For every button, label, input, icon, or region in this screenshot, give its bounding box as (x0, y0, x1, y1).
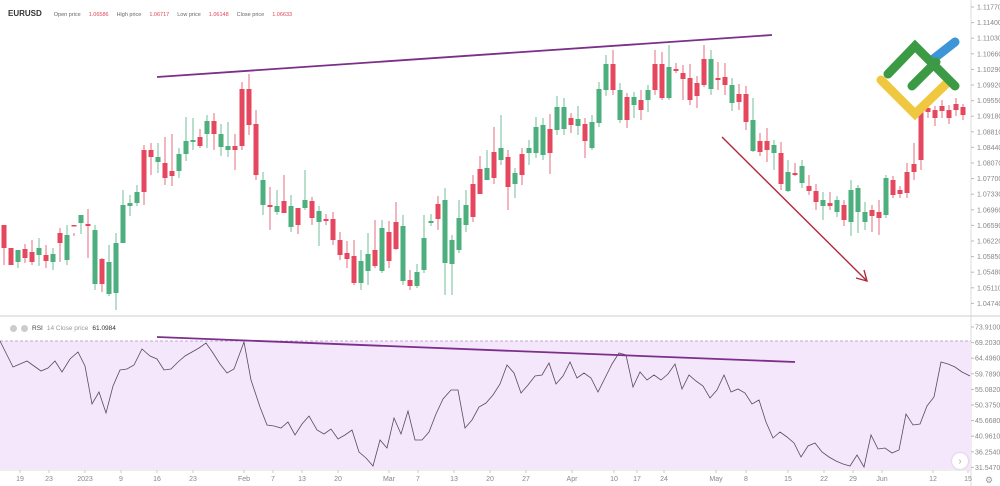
low-value: 1.06148 (208, 12, 229, 18)
svg-text:8: 8 (744, 476, 748, 483)
svg-text:1.09920: 1.09920 (977, 83, 1000, 90)
svg-text:7: 7 (416, 476, 420, 483)
svg-text:7: 7 (271, 476, 275, 483)
svg-text:1.11030: 1.11030 (977, 36, 1000, 43)
open-label: Open price (53, 12, 81, 18)
low-label: Low price (177, 12, 201, 18)
svg-text:19: 19 (16, 476, 24, 483)
chart-header: EURUSD Open price 1.06586 High price 1.0… (8, 9, 292, 18)
visibility-toggle-icon[interactable] (10, 324, 17, 332)
price-resistance-trendline[interactable] (156, 34, 773, 78)
svg-text:20: 20 (486, 476, 494, 483)
svg-text:1.06960: 1.06960 (977, 207, 1000, 214)
high-label: High price (116, 12, 142, 18)
rsi-name: RSI (32, 324, 43, 332)
svg-text:50.3750: 50.3750 (975, 403, 1000, 410)
svg-text:Apr: Apr (567, 476, 579, 483)
svg-text:Feb: Feb (238, 476, 250, 483)
svg-text:22: 22 (820, 476, 828, 483)
svg-text:1.08070: 1.08070 (977, 161, 1000, 168)
price-axis[interactable]: 1.11770 1.11400 1.11030 1.10660 1.10290 1.099… (971, 5, 1000, 308)
svg-text:1.09180: 1.09180 (977, 114, 1000, 121)
rsi-background (0, 341, 971, 469)
svg-text:24: 24 (660, 476, 668, 483)
svg-text:29: 29 (849, 476, 857, 483)
svg-text:1.07330: 1.07330 (977, 192, 1000, 199)
svg-text:17: 17 (633, 476, 641, 483)
svg-text:1.05480: 1.05480 (977, 270, 1000, 277)
svg-text:20: 20 (334, 476, 342, 483)
svg-text:9: 9 (119, 476, 123, 483)
svg-text:15: 15 (784, 476, 792, 483)
svg-text:1.06220: 1.06220 (977, 239, 1000, 246)
open-value: 1.06586 (88, 12, 109, 18)
svg-text:69.2030: 69.2030 (975, 340, 1000, 347)
svg-text:1.11770: 1.11770 (977, 5, 1000, 12)
svg-text:36.2540: 36.2540 (975, 449, 1000, 456)
svg-text:1.05110: 1.05110 (977, 285, 1000, 292)
svg-text:Jun: Jun (876, 476, 887, 483)
chart-settings-button[interactable]: ⚙︎ (985, 475, 993, 486)
svg-text:13: 13 (298, 476, 306, 483)
svg-text:23: 23 (189, 476, 197, 483)
close-label: Close price (236, 12, 265, 18)
svg-text:1.08810: 1.08810 (977, 129, 1000, 136)
svg-text:1.11400: 1.11400 (977, 20, 1000, 27)
svg-text:1.08440: 1.08440 (977, 145, 1000, 152)
svg-text:1.10660: 1.10660 (977, 51, 1000, 58)
svg-text:27: 27 (522, 476, 530, 483)
svg-text:40.9610: 40.9610 (975, 434, 1000, 441)
symbol-label: EURUSD (8, 9, 42, 18)
svg-text:59.7890: 59.7890 (975, 371, 1000, 378)
svg-text:31.5470: 31.5470 (975, 465, 1000, 472)
svg-text:Mar: Mar (383, 476, 396, 483)
rsi-legend[interactable]: RSI 14 Close price 61.0984 (6, 322, 120, 334)
svg-text:1.10290: 1.10290 (977, 67, 1000, 74)
svg-text:13: 13 (450, 476, 458, 483)
svg-text:May: May (709, 476, 723, 483)
svg-text:10: 10 (610, 476, 618, 483)
svg-text:23: 23 (45, 476, 53, 483)
rsi-divergence-trendline[interactable] (156, 336, 796, 363)
svg-text:12: 12 (929, 476, 937, 483)
high-value: 1.06717 (149, 12, 170, 18)
scroll-right-button[interactable]: › (952, 453, 968, 469)
sliders-icon: ⚙︎ (985, 475, 994, 485)
downtrend-arrow[interactable] (721, 136, 868, 282)
svg-text:1.06590: 1.06590 (977, 223, 1000, 230)
svg-text:2023: 2023 (77, 476, 93, 483)
time-axis[interactable]: 19 23 2023 9 16 23 Feb 7 13 20 Mar 7 13 20 27 Apr 10 17 24… (16, 470, 972, 483)
settings-gear-icon[interactable] (21, 324, 28, 332)
svg-text:73.9100: 73.9100 (975, 325, 1000, 332)
close-value: 1.06633 (272, 12, 293, 18)
svg-text:1.04740: 1.04740 (977, 301, 1000, 308)
litefinance-logo-icon (876, 37, 960, 121)
svg-text:15: 15 (964, 476, 972, 483)
svg-text:45.6680: 45.6680 (975, 418, 1000, 425)
rsi-value: 61.0984 (92, 324, 116, 332)
svg-text:64.4960: 64.4960 (975, 356, 1000, 363)
svg-text:55.0820: 55.0820 (975, 387, 1000, 394)
svg-text:1.09550: 1.09550 (977, 98, 1000, 105)
rsi-params: 14 Close price (46, 324, 89, 332)
rsi-axis[interactable]: 73.9100 69.2030 64.4960 59.7890 55.0820 50.37… (971, 325, 1000, 472)
rsi-line (0, 340, 971, 469)
svg-text:1.05850: 1.05850 (977, 254, 1000, 261)
svg-text:1.07700: 1.07700 (977, 176, 1000, 183)
chevron-right-icon: › (958, 455, 962, 467)
candlestick-series (1, 45, 966, 310)
svg-text:16: 16 (153, 476, 161, 483)
